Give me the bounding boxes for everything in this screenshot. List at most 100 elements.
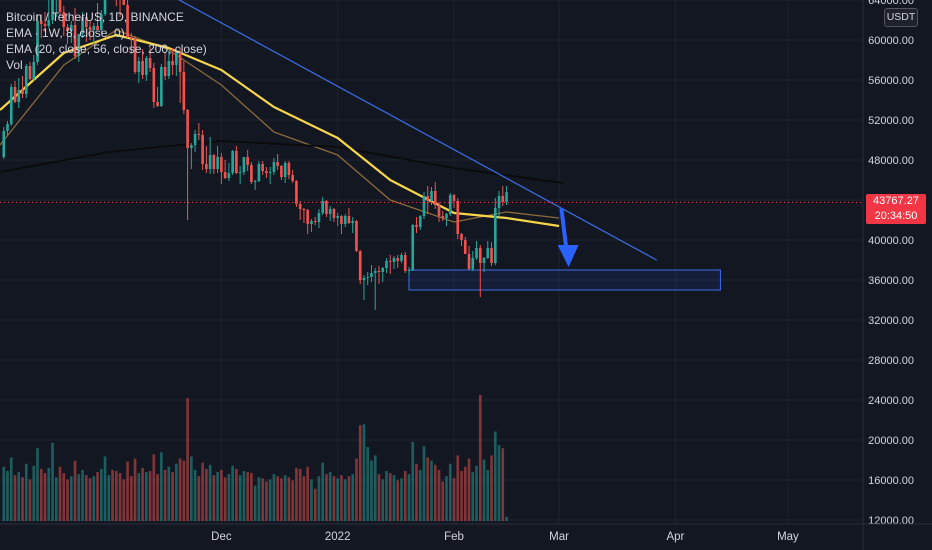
y-tick-label: 56000.00 xyxy=(868,75,914,87)
candle-body xyxy=(261,164,264,171)
bar-countdown: 20:34:50 xyxy=(874,210,918,222)
candle-body xyxy=(246,157,249,165)
volume-bar xyxy=(163,469,167,521)
volume-bar xyxy=(411,441,415,521)
volume-bar xyxy=(54,477,58,521)
support-zone[interactable] xyxy=(408,269,721,291)
volume-bar xyxy=(433,464,437,521)
support-zone-rect xyxy=(408,269,721,291)
trendline xyxy=(178,0,657,261)
candle-body xyxy=(212,155,216,169)
y-tick-label: 32000.00 xyxy=(868,315,914,327)
candle-body xyxy=(13,87,17,102)
volume-bar xyxy=(126,461,129,521)
volume-bar xyxy=(24,463,28,521)
volume-bar xyxy=(6,471,9,521)
candle-body xyxy=(400,255,403,261)
volume-bar xyxy=(242,471,246,521)
candle-body xyxy=(163,67,167,76)
volume-bar xyxy=(463,466,467,521)
candle-body xyxy=(235,151,238,173)
candle-body xyxy=(227,173,231,178)
candle-body xyxy=(392,258,396,262)
candlesticks[interactable] xyxy=(2,0,508,310)
candle-body xyxy=(448,195,452,214)
candle-body xyxy=(332,209,336,218)
candle-body xyxy=(265,171,268,173)
candle-body xyxy=(238,172,242,173)
volume-bar xyxy=(39,468,43,521)
grid xyxy=(0,0,863,524)
volume-bar xyxy=(253,485,257,521)
volume-bar xyxy=(246,472,249,521)
volume-bar xyxy=(407,474,411,521)
volume-bar xyxy=(261,478,264,521)
candle-body xyxy=(99,14,103,30)
volume-bar xyxy=(9,457,13,521)
volume-bar xyxy=(373,455,377,521)
volume-bar xyxy=(328,472,332,521)
candle-body xyxy=(58,0,62,12)
volume-bar xyxy=(332,476,336,521)
candle-body xyxy=(88,27,92,30)
volume-bar xyxy=(317,476,321,521)
volume-bar xyxy=(370,460,373,521)
candle-body xyxy=(377,271,381,272)
volume-bar xyxy=(358,425,362,521)
volume-bar xyxy=(103,456,107,521)
volume-bar xyxy=(167,466,171,521)
volume-bar xyxy=(493,431,497,521)
candle-body xyxy=(84,17,88,27)
candle-body xyxy=(385,261,388,268)
volume-bars xyxy=(2,395,508,521)
candle-body xyxy=(9,87,13,124)
currency-badge[interactable]: USDT xyxy=(884,8,918,27)
candle-body xyxy=(253,181,257,182)
volume-bar xyxy=(96,472,99,521)
indicator-ema-multi[interactable]: EMA (20, close, 56, close, 200, close) xyxy=(6,42,207,56)
candle-body xyxy=(77,34,81,56)
y-tick-label: 16000.00 xyxy=(868,475,914,487)
volume-bar xyxy=(17,472,21,521)
volume-bar xyxy=(403,471,407,521)
volume-bar xyxy=(178,458,182,521)
volume-bar xyxy=(268,479,272,521)
candle-body xyxy=(478,248,482,263)
candle-body xyxy=(505,192,508,202)
candle-body xyxy=(81,17,84,34)
candle-body xyxy=(130,37,133,39)
y-tick-label: 24000.00 xyxy=(868,395,914,407)
symbol-title[interactable]: Bitcoin / TetherUS, 1D, BINANCE xyxy=(6,10,184,24)
candle-body xyxy=(310,221,313,224)
volume-bar xyxy=(287,477,291,521)
drawings[interactable] xyxy=(0,0,863,267)
volume-bar xyxy=(77,474,81,521)
volume-bar xyxy=(216,472,219,521)
candle-body xyxy=(452,195,456,201)
volume-bar xyxy=(486,469,490,521)
candle-body xyxy=(418,216,422,227)
volume-bar xyxy=(490,455,493,521)
candle-body xyxy=(272,162,276,172)
volume-bar xyxy=(478,395,482,521)
volume-bar xyxy=(141,467,144,521)
x-tick-label: Apr xyxy=(666,531,684,543)
candle-body xyxy=(231,151,234,173)
candle-body xyxy=(133,39,137,72)
volume-bar xyxy=(505,516,508,521)
volume-bar xyxy=(84,475,88,521)
candle-body xyxy=(137,61,141,72)
volume-bar xyxy=(190,456,193,521)
candle-body xyxy=(17,90,21,102)
candle-body xyxy=(373,271,377,273)
volume-bar xyxy=(197,476,201,521)
candle-body xyxy=(415,225,418,227)
candle-body xyxy=(36,21,39,62)
indicator-volume[interactable]: Vol xyxy=(6,58,23,72)
candle-body xyxy=(366,277,370,278)
indicator-ema-weekly[interactable]: EMA · 1W, 8, close, 0) xyxy=(6,26,125,40)
volume-bar xyxy=(336,478,340,521)
volume-bar xyxy=(321,462,325,521)
volume-bar xyxy=(250,473,253,521)
